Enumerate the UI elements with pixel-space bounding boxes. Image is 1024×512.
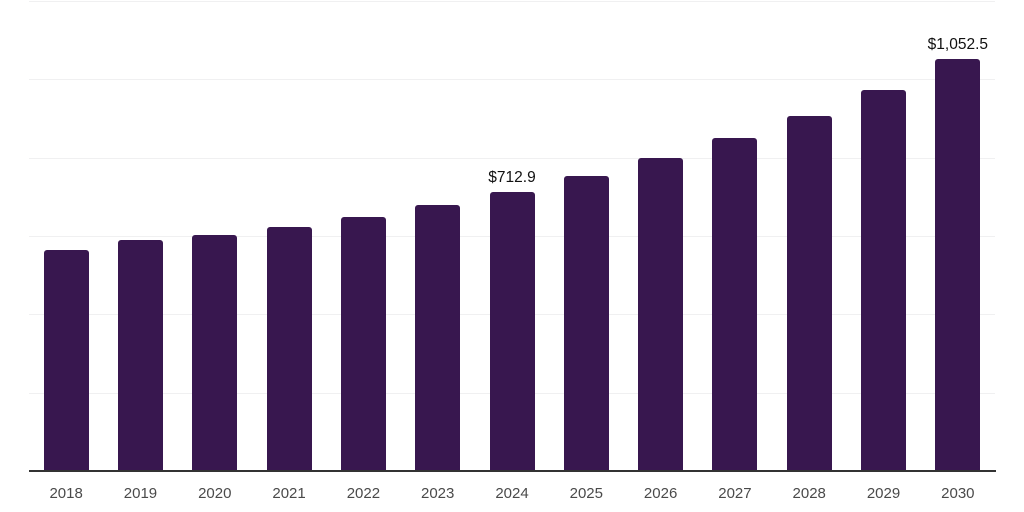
bar-2024 (489, 191, 535, 471)
bar-2020 (192, 234, 238, 471)
x-tick-label-2023: 2023 (421, 485, 455, 502)
bar-2021 (266, 226, 312, 471)
x-tick-label-2025: 2025 (569, 485, 603, 502)
x-tick-label-2026: 2026 (643, 485, 678, 502)
bar-2022 (340, 217, 386, 471)
bar-2030 (935, 58, 981, 471)
bar-2025 (563, 175, 609, 471)
x-axis-line (29, 470, 996, 472)
x-tick-label-2027: 2027 (718, 485, 752, 502)
x-tick-label-2020: 2020 (198, 485, 232, 502)
bar-2026 (638, 158, 684, 471)
gridline (29, 157, 995, 159)
data-label-2030: $1,052.5 (927, 35, 989, 53)
bar-2027 (712, 138, 758, 471)
data-label-2024: $712.9 (488, 168, 536, 186)
bar-2019 (117, 239, 163, 471)
x-tick-label-2018: 2018 (49, 485, 83, 502)
x-tick-label-2019: 2019 (123, 485, 158, 502)
x-tick-label-2021: 2021 (272, 485, 306, 502)
x-tick-label-2022: 2022 (346, 485, 381, 502)
bar-2018 (43, 250, 89, 471)
x-tick-label-2028: 2028 (792, 485, 826, 502)
x-tick-label-2024: 2024 (495, 485, 529, 502)
bar-2029 (861, 89, 907, 471)
bar-2028 (786, 115, 832, 471)
bar-2023 (415, 205, 461, 471)
x-tick-label-2030: 2030 (941, 485, 975, 502)
gridline (29, 79, 995, 81)
gridline (29, 1, 995, 2)
x-tick-label-2029: 2029 (866, 485, 901, 502)
